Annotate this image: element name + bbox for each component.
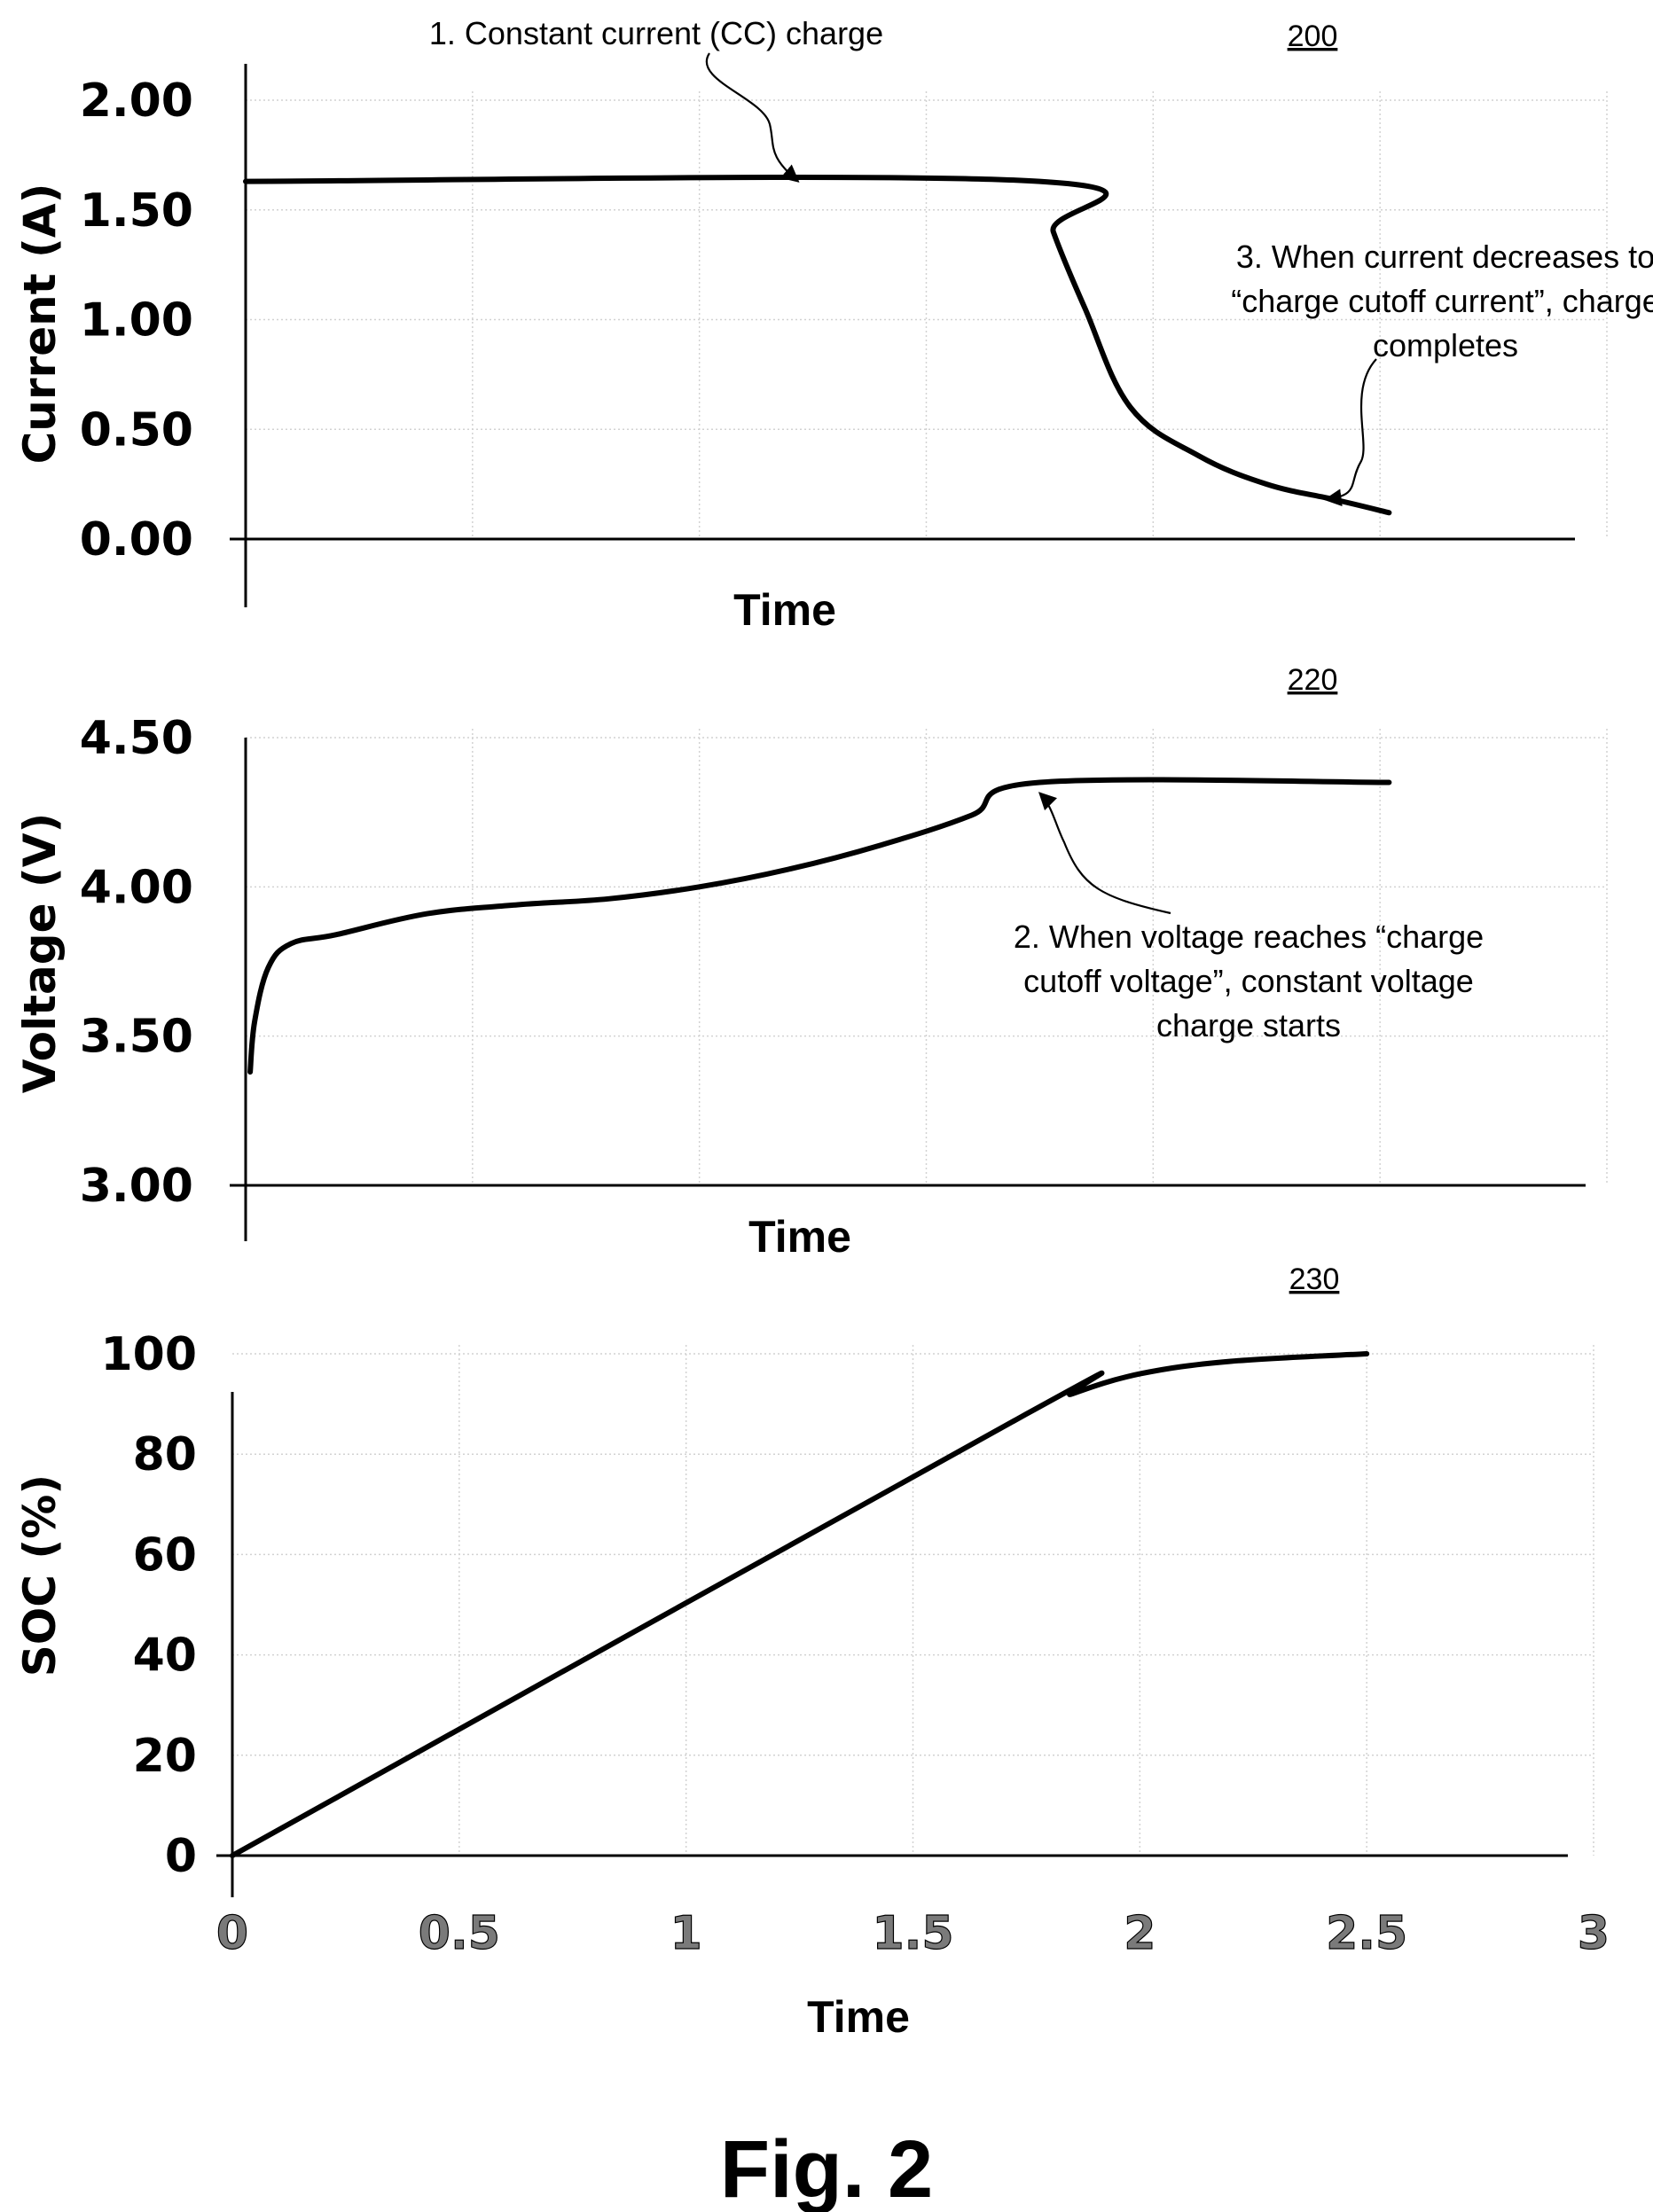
x-axis-label-voltage: Time (748, 1212, 851, 1262)
annotation-arrow (1323, 358, 1377, 507)
series-line-0 (230, 1351, 1370, 1858)
ref-label-230: 230 (1289, 1262, 1340, 1296)
y-axis-label-voltage: Voltage (V) (14, 813, 66, 1094)
y-tick-label: 1.00 (80, 294, 193, 348)
annotation-text: 3. When current decreases to (1236, 238, 1653, 275)
y-tick-label: 4.50 (80, 712, 193, 765)
x-tick-label: 3 (1578, 1907, 1610, 1960)
y-tick-label: 3.50 (80, 1011, 193, 1064)
x-tick-label: 2 (1124, 1907, 1156, 1960)
annotation-text: 2. When voltage reaches “charge (1014, 918, 1484, 955)
figure-label: Fig. 2 (720, 2124, 933, 2212)
y-tick-label: 40 (133, 1630, 197, 1683)
series-line-0 (243, 175, 1392, 516)
y-tick-label: 100 (100, 1328, 197, 1381)
y-tick-label: 20 (133, 1730, 197, 1783)
panel-voltage: 220 Voltage (V) Time 3.00 3.50 4.00 4.50 2.… (14, 663, 1608, 1262)
panel-soc: 230 SOC (%) Time 0 20 40 60 80 100 0 0.5 1 1.5 2 2.… (14, 1262, 1610, 2042)
x-tick-label: 0 (216, 1907, 248, 1960)
annotation-text: 1. Constant current (CC) charge (429, 15, 883, 51)
x-tick-label: 2.5 (1326, 1907, 1407, 1960)
y-tick-label: 3.00 (80, 1160, 193, 1213)
y-axis-label-soc: SOC (%) (14, 1474, 66, 1677)
annotation-text: charge starts (1156, 1007, 1341, 1043)
y-axis-label-current: Current (A) (14, 184, 66, 465)
series-line-0 (247, 777, 1392, 1075)
x-tick-label: 1.5 (872, 1907, 953, 1960)
ref-label-220: 220 (1288, 663, 1338, 697)
annotation-text: cutoff voltage”, constant voltage (1023, 963, 1474, 999)
x-axis-label-current: Time (733, 585, 836, 635)
y-tick-label: 0.50 (80, 403, 193, 457)
ref-label-200: 200 (1288, 20, 1338, 53)
x-tick-label: 1 (670, 1907, 702, 1960)
y-tick-label: 0.00 (80, 513, 193, 567)
y-tick-label: 1.50 (80, 184, 193, 238)
y-tick-label: 2.00 (80, 74, 193, 128)
y-tick-label: 80 (133, 1428, 197, 1481)
x-tick-label: 0.5 (419, 1907, 500, 1960)
annotation-arrow (705, 52, 800, 183)
y-tick-label: 0 (165, 1830, 197, 1883)
x-axis-label-soc: Time (807, 1992, 910, 2042)
y-tick-label: 4.00 (80, 861, 193, 914)
y-tick-label: 60 (133, 1528, 197, 1582)
annotation-text: completes (1373, 327, 1518, 363)
annotation-arrow (1038, 792, 1171, 915)
annotation-text: “charge cutoff current”, charge (1231, 283, 1653, 319)
panel-current: 200 Current (A) Time 0.00 0.50 1.00 1.50 2.0… (14, 15, 1653, 635)
